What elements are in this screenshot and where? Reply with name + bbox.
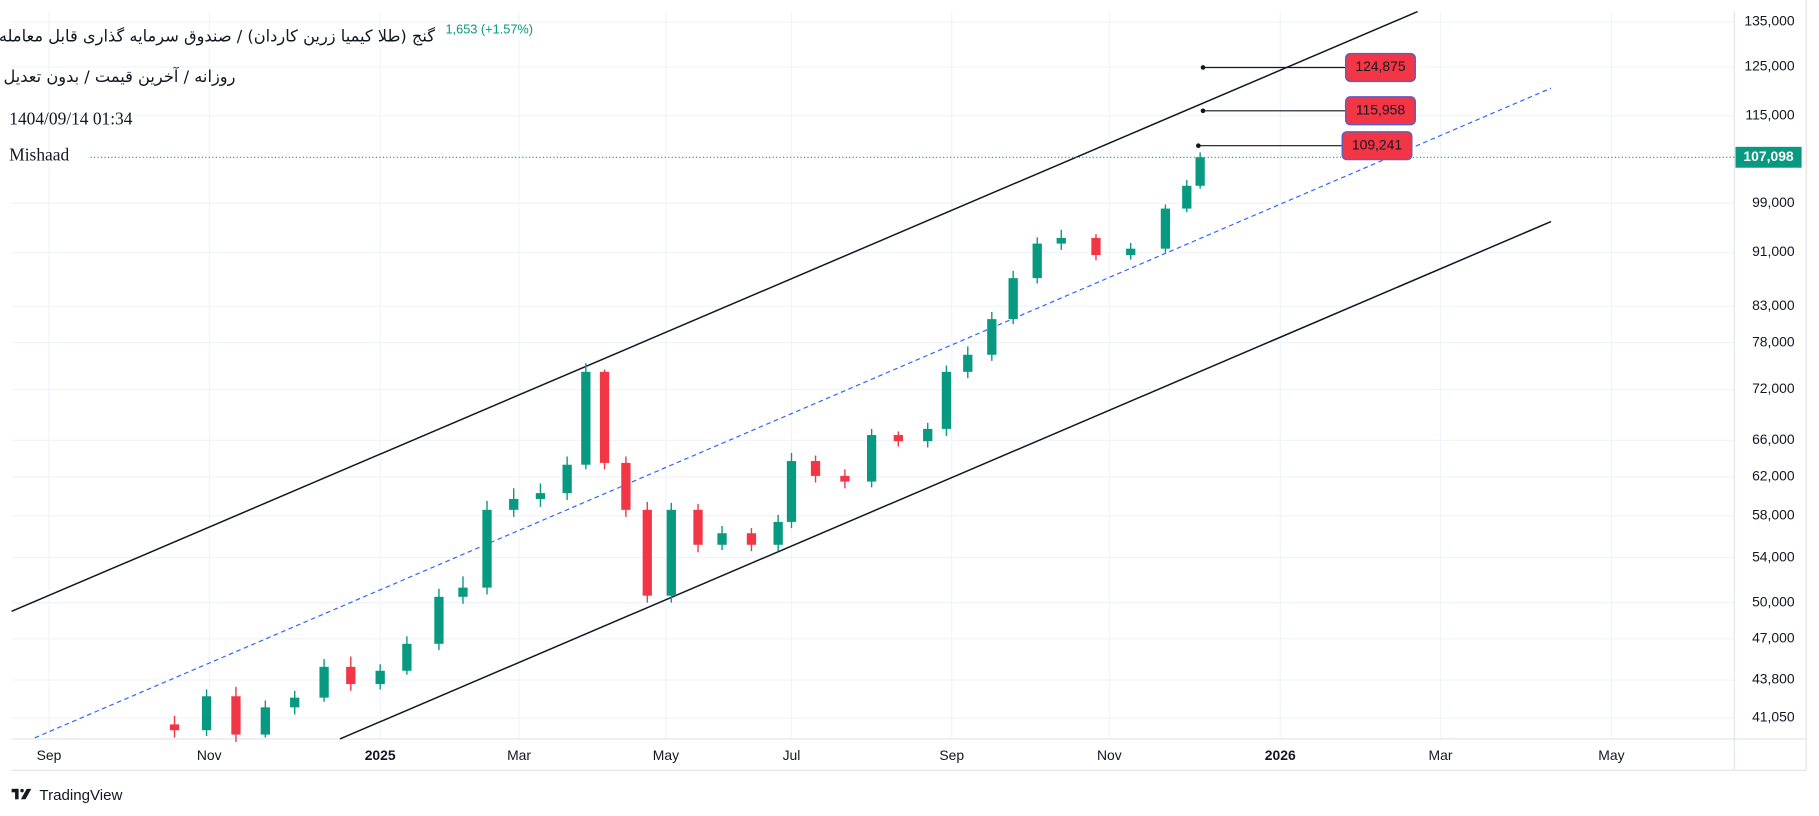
y-tick-label: 43,800	[1752, 671, 1795, 687]
x-tick-label: 2026	[1265, 747, 1296, 763]
x-tick-label: May	[1598, 747, 1624, 763]
candle-body	[375, 670, 385, 685]
candle-body	[666, 509, 676, 596]
candle-body	[773, 521, 783, 545]
y-tick-label: 99,000	[1752, 194, 1795, 210]
candle-body	[693, 509, 703, 545]
y-tick-label: 125,000	[1744, 58, 1795, 74]
y-tick-label: 91,000	[1752, 243, 1795, 259]
grid: 135,000 125,000 115,000 99,000 91,000 83,000 7…	[11, 11, 1795, 763]
candle-body	[535, 493, 546, 499]
candle-body	[1160, 208, 1171, 249]
y-tick-label: 72,000	[1752, 380, 1795, 396]
symbol-title: گنج (طلا کیمیا زرین کاردان) / صندوق سرما…	[0, 27, 435, 47]
candle-body	[346, 666, 356, 685]
x-tick-label: Nov	[197, 747, 222, 763]
candle-body	[1091, 237, 1101, 256]
y-tick-label: 47,000	[1752, 629, 1795, 645]
annotation-label: 124,875	[1355, 58, 1406, 74]
y-tick-label: 54,000	[1752, 548, 1795, 564]
candle-body	[231, 696, 241, 735]
last-price-box	[1735, 146, 1802, 168]
candle-body	[482, 509, 492, 588]
candle-body	[169, 724, 180, 731]
y-tick-label: 62,000	[1752, 468, 1795, 484]
candle-body	[642, 509, 652, 596]
candle-body	[509, 498, 519, 510]
y-tick-label: 58,000	[1752, 507, 1795, 523]
channel-lower	[339, 220, 1552, 740]
y-tick-label: 66,000	[1752, 431, 1795, 447]
candle-body	[786, 461, 797, 522]
y-tick-label: 50,000	[1752, 593, 1795, 609]
y-tick-label: 135,000	[1744, 13, 1795, 29]
candle-body	[810, 461, 821, 476]
candle-body	[717, 533, 727, 545]
candle-body	[621, 462, 631, 510]
candle-body	[319, 666, 329, 698]
x-tick-label: Mar	[507, 747, 531, 763]
y-tick-label: 83,000	[1752, 297, 1795, 313]
x-tick-label: Jul	[783, 747, 801, 763]
annotation-label: 115,958	[1356, 101, 1406, 117]
candle-body	[963, 354, 973, 372]
candle-body	[923, 428, 933, 442]
y-tick-label: 115,000	[1745, 106, 1795, 122]
brand: TradingView	[39, 787, 122, 804]
candle-body	[941, 371, 952, 429]
overlay: 107,098 124,875 115,958 109,241	[90, 52, 1802, 168]
datetime: 1404/09/14 01:34	[9, 109, 132, 129]
subtitle: روزانه / آخرین قیمت / بدون تعدیل	[3, 67, 235, 87]
candle-body	[746, 533, 757, 545]
change: 1,653 (+1.57%)	[445, 22, 533, 37]
candle-body	[201, 696, 212, 731]
candle-body	[402, 643, 412, 671]
x-tick-label: Sep	[939, 747, 964, 763]
author: Mishaad	[9, 145, 69, 165]
brand-logo	[11, 788, 32, 800]
candle-body	[1195, 157, 1205, 186]
candle-body	[893, 435, 903, 442]
annotation-box	[1341, 131, 1413, 161]
annotation-dot	[1200, 108, 1206, 114]
channel-mid	[34, 87, 1552, 739]
annotation-box	[1344, 96, 1416, 126]
candle-body	[1008, 278, 1018, 320]
channel-upper	[11, 10, 1418, 613]
y-tick-label: 41,050	[1752, 709, 1795, 725]
last-price-label: 107,098	[1743, 148, 1794, 164]
candle-body	[866, 435, 877, 482]
candle-body	[1032, 243, 1042, 279]
candle-body	[1182, 185, 1192, 209]
y-tick-label: 78,000	[1752, 333, 1795, 349]
candle-body	[599, 371, 610, 463]
candle-body	[987, 319, 997, 355]
x-tick-label: Mar	[1429, 747, 1453, 763]
x-tick-label: 2025	[365, 747, 396, 763]
candle-body	[562, 464, 572, 494]
candles	[169, 152, 1205, 742]
candle-body	[1056, 237, 1066, 244]
annotation-box	[1344, 52, 1416, 83]
candle-body	[434, 596, 444, 644]
candle-body	[290, 697, 300, 708]
x-tick-label: May	[653, 747, 679, 763]
candle-body	[260, 707, 270, 735]
candle-body	[458, 587, 468, 597]
annotation-label: 109,241	[1352, 136, 1403, 152]
x-tick-label: Sep	[37, 747, 62, 763]
x-tick-label: Nov	[1097, 747, 1122, 763]
candle-body	[1126, 248, 1136, 256]
candle-body	[581, 371, 591, 465]
annotation-dot	[1200, 65, 1206, 70]
candle-body	[840, 475, 850, 482]
